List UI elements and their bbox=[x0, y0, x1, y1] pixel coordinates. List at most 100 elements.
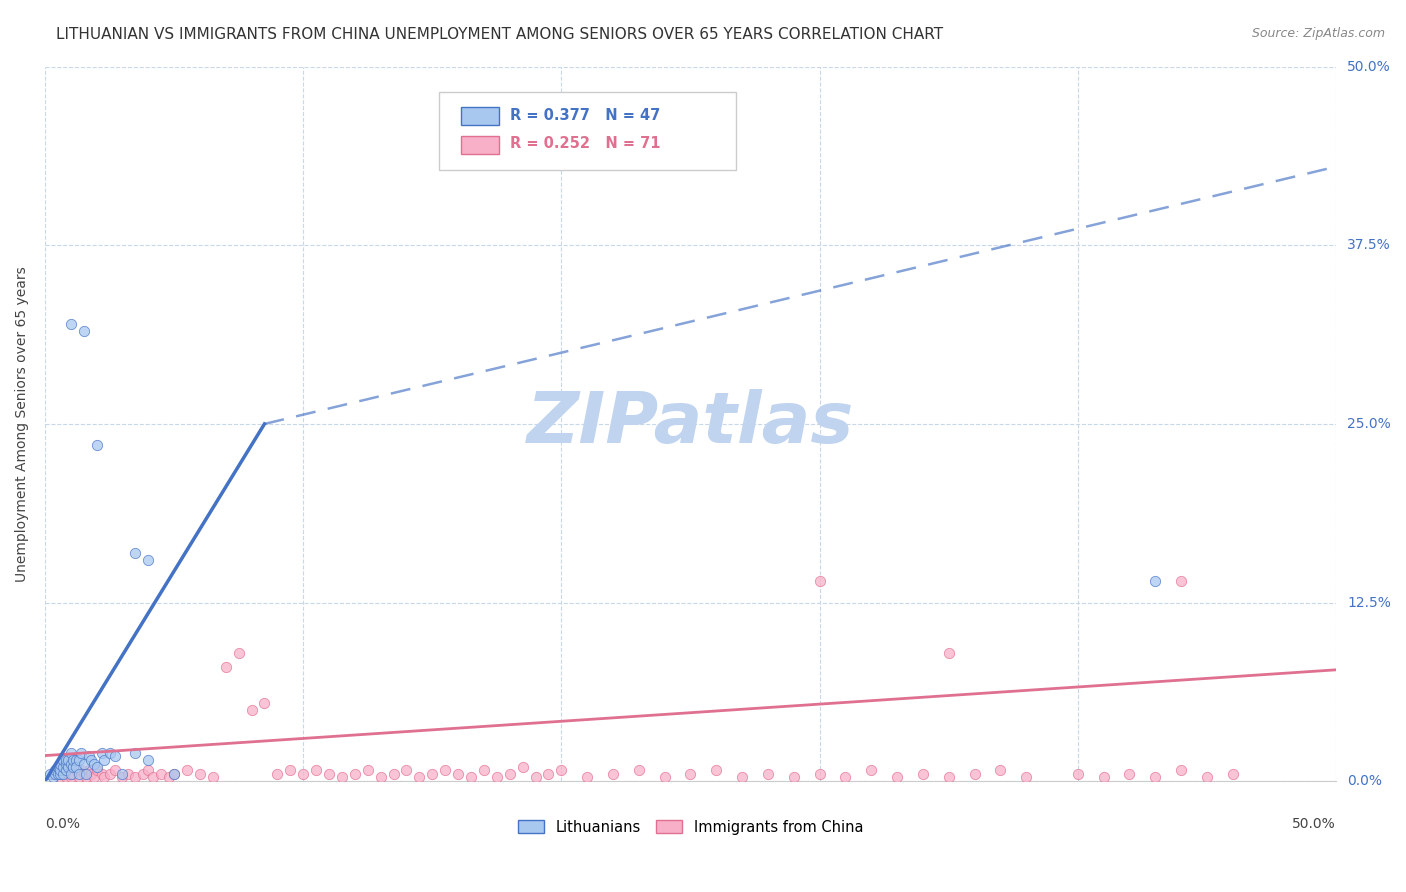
Text: ZIPatlas: ZIPatlas bbox=[527, 390, 855, 458]
Point bbox=[44, 763, 66, 777]
Point bbox=[157, 770, 180, 784]
Point bbox=[1222, 767, 1244, 781]
Point bbox=[41, 767, 63, 781]
Point bbox=[52, 767, 75, 781]
Text: Source: ZipAtlas.com: Source: ZipAtlas.com bbox=[1251, 27, 1385, 40]
Point bbox=[67, 770, 90, 784]
Point bbox=[704, 763, 727, 777]
Point bbox=[55, 757, 77, 772]
Point bbox=[228, 646, 250, 660]
Point bbox=[278, 763, 301, 777]
Point bbox=[1015, 770, 1038, 784]
Y-axis label: Unemployment Among Seniors over 65 years: Unemployment Among Seniors over 65 years bbox=[15, 266, 30, 582]
Point bbox=[52, 760, 75, 774]
Point bbox=[679, 767, 702, 781]
Point bbox=[117, 767, 139, 781]
Point bbox=[86, 438, 108, 452]
Point bbox=[266, 767, 288, 781]
Point bbox=[65, 763, 87, 777]
Point bbox=[188, 767, 211, 781]
Point bbox=[111, 767, 134, 781]
Point bbox=[104, 748, 127, 763]
Point bbox=[70, 746, 93, 760]
Point bbox=[65, 760, 87, 774]
Point bbox=[938, 770, 960, 784]
Text: LITHUANIAN VS IMMIGRANTS FROM CHINA UNEMPLOYMENT AMONG SENIORS OVER 65 YEARS COR: LITHUANIAN VS IMMIGRANTS FROM CHINA UNEM… bbox=[56, 27, 943, 42]
Point bbox=[1170, 574, 1192, 589]
Point bbox=[434, 763, 457, 777]
Point bbox=[73, 757, 96, 772]
Point bbox=[408, 770, 430, 784]
Point bbox=[49, 757, 72, 772]
Point bbox=[93, 770, 115, 784]
Point bbox=[576, 770, 599, 784]
Point bbox=[55, 770, 77, 784]
Point bbox=[537, 767, 560, 781]
Point bbox=[963, 767, 986, 781]
Point bbox=[58, 760, 80, 774]
Point bbox=[80, 753, 103, 767]
Point bbox=[783, 770, 806, 784]
Point bbox=[524, 770, 547, 784]
Point bbox=[330, 770, 353, 784]
Point bbox=[59, 317, 82, 331]
Point bbox=[73, 324, 96, 338]
Text: 0.0%: 0.0% bbox=[1347, 774, 1382, 789]
Point bbox=[1144, 770, 1167, 784]
Point bbox=[49, 770, 72, 784]
Point bbox=[62, 753, 84, 767]
Point bbox=[1195, 770, 1218, 784]
Point bbox=[104, 763, 127, 777]
Point bbox=[52, 763, 75, 777]
Point bbox=[292, 767, 315, 781]
Point bbox=[49, 767, 72, 781]
Point bbox=[911, 767, 934, 781]
Point bbox=[59, 746, 82, 760]
Point bbox=[46, 767, 69, 781]
Point bbox=[111, 770, 134, 784]
Text: R = 0.377   N = 47: R = 0.377 N = 47 bbox=[510, 108, 659, 123]
Point bbox=[75, 767, 97, 781]
Point bbox=[1144, 574, 1167, 589]
Point bbox=[83, 757, 105, 772]
Point bbox=[938, 646, 960, 660]
Point bbox=[136, 763, 159, 777]
Point bbox=[756, 767, 779, 781]
Point bbox=[512, 760, 534, 774]
Point bbox=[215, 660, 238, 674]
Point bbox=[75, 770, 97, 784]
Point bbox=[136, 753, 159, 767]
Point bbox=[201, 770, 224, 784]
Text: 25.0%: 25.0% bbox=[1347, 417, 1391, 431]
Point bbox=[654, 770, 676, 784]
Point bbox=[58, 753, 80, 767]
FancyBboxPatch shape bbox=[439, 92, 735, 170]
Point bbox=[83, 770, 105, 784]
Point bbox=[447, 767, 470, 781]
Point bbox=[59, 757, 82, 772]
Point bbox=[163, 767, 186, 781]
Point bbox=[124, 746, 146, 760]
Point bbox=[370, 770, 392, 784]
Point bbox=[86, 760, 108, 774]
Point bbox=[395, 763, 418, 777]
Bar bbox=[461, 107, 499, 125]
Text: 50.0%: 50.0% bbox=[1347, 60, 1391, 74]
Point bbox=[52, 753, 75, 767]
Point bbox=[253, 696, 276, 710]
Bar bbox=[461, 136, 499, 153]
Point bbox=[67, 767, 90, 781]
Point bbox=[44, 767, 66, 781]
Point bbox=[318, 767, 340, 781]
Point bbox=[142, 770, 165, 784]
Point bbox=[988, 763, 1011, 777]
Point bbox=[176, 763, 198, 777]
Point bbox=[62, 760, 84, 774]
Point bbox=[49, 763, 72, 777]
Point bbox=[59, 770, 82, 784]
Point bbox=[98, 767, 121, 781]
Point bbox=[343, 767, 366, 781]
Text: R = 0.252   N = 71: R = 0.252 N = 71 bbox=[510, 136, 661, 152]
Point bbox=[550, 763, 572, 777]
Point bbox=[86, 763, 108, 777]
